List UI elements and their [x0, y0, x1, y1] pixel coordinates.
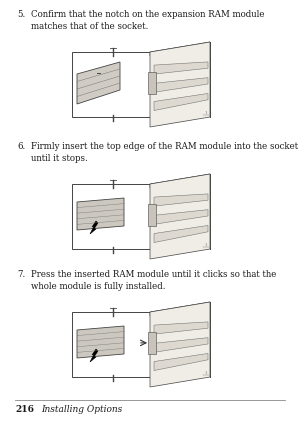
Polygon shape	[154, 354, 208, 371]
Polygon shape	[154, 210, 208, 224]
Polygon shape	[150, 42, 210, 127]
Polygon shape	[154, 94, 208, 110]
Polygon shape	[154, 62, 208, 74]
Text: 1: 1	[205, 111, 207, 115]
Text: 5.: 5.	[17, 10, 25, 19]
Polygon shape	[154, 322, 208, 334]
Bar	[72, 52, 150, 117]
Text: Confirm that the notch on the expansion RAM module
matches that of the socket.: Confirm that the notch on the expansion …	[31, 10, 265, 31]
Polygon shape	[90, 221, 98, 234]
Text: 6.: 6.	[17, 142, 25, 151]
Polygon shape	[77, 198, 124, 230]
Polygon shape	[150, 174, 210, 259]
Polygon shape	[150, 302, 210, 387]
Polygon shape	[90, 349, 98, 362]
Bar	[148, 71, 156, 94]
Polygon shape	[154, 78, 208, 92]
Polygon shape	[150, 42, 210, 56]
Text: 1: 1	[205, 371, 207, 375]
Text: Press the inserted RAM module until it clicks so that the
whole module is fully : Press the inserted RAM module until it c…	[31, 270, 276, 291]
Polygon shape	[154, 194, 208, 206]
Text: 216: 216	[15, 405, 34, 414]
Polygon shape	[154, 226, 208, 243]
Bar	[72, 184, 150, 249]
Text: Installing Options: Installing Options	[41, 405, 122, 414]
Polygon shape	[77, 62, 120, 104]
Polygon shape	[154, 338, 208, 352]
Polygon shape	[150, 174, 210, 188]
Text: Firmly insert the top edge of the RAM module into the socket
until it stops.: Firmly insert the top edge of the RAM mo…	[31, 142, 298, 163]
Bar	[148, 204, 156, 226]
Bar	[148, 332, 156, 354]
Polygon shape	[150, 302, 210, 316]
Text: 7.: 7.	[17, 270, 25, 279]
Text: 1: 1	[205, 243, 207, 247]
Polygon shape	[77, 326, 124, 358]
Bar	[72, 312, 150, 377]
